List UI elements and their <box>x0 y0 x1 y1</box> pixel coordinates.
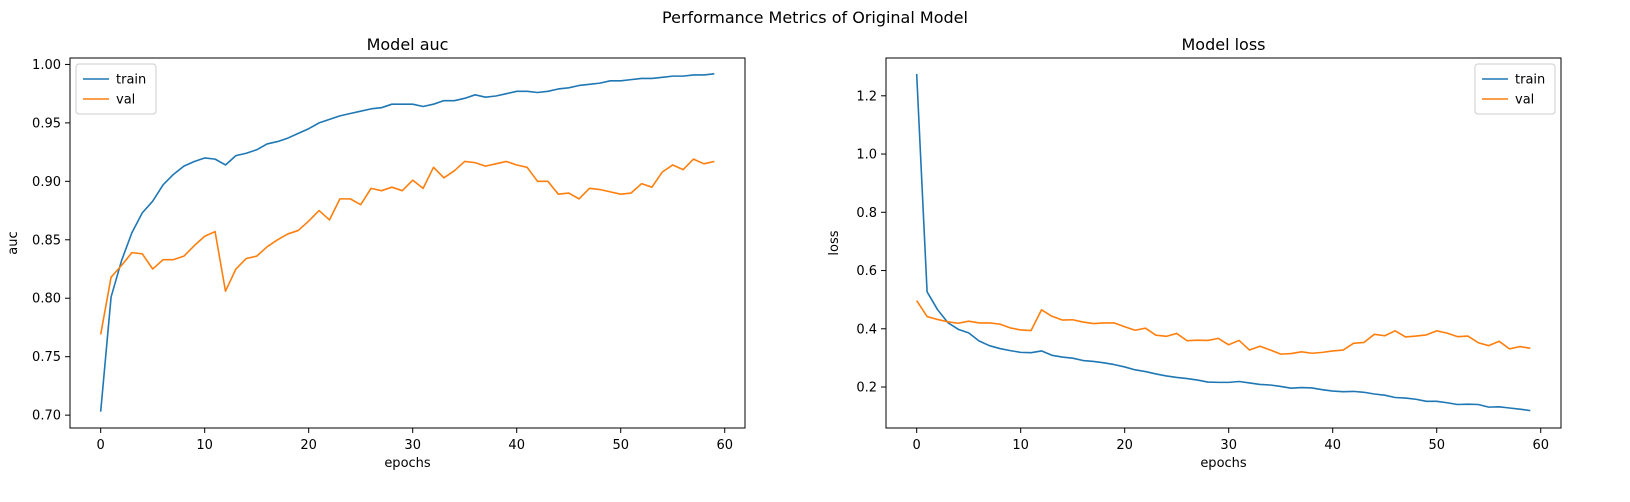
y-tick-label: 0.70 <box>32 409 61 424</box>
x-tick-label: 10 <box>196 438 213 453</box>
y-tick-label: 0.90 <box>32 175 61 190</box>
chart-panel-auc: Model auc 0 10 20 30 40 50 60 0.70 0.75 0.80 0.85 0.… <box>6 35 746 471</box>
y-tick-label: 0.95 <box>32 116 61 131</box>
x-tick-label: 40 <box>1324 438 1341 453</box>
y-tick-label: 0.85 <box>32 233 61 248</box>
y-tick-label: 0.2 <box>856 381 877 396</box>
y-tick-label: 0.8 <box>856 206 877 221</box>
series-line-train <box>915 73 1531 412</box>
x-tick-label: 0 <box>913 438 921 453</box>
legend-box <box>1474 63 1556 115</box>
series-line-val <box>99 158 715 335</box>
figure-suptitle: Performance Metrics of Original Model <box>662 8 968 27</box>
x-tick-label: 30 <box>1220 438 1237 453</box>
y-tick-label: 0.80 <box>32 292 61 307</box>
y-tick-label: 1.0 <box>856 148 877 163</box>
x-tick-label: 50 <box>1428 438 1445 453</box>
chart-title: Model auc <box>367 35 449 54</box>
x-axis-label: epochs <box>384 456 431 471</box>
series-line-val <box>916 300 1531 355</box>
y-axis-label: loss <box>827 230 842 255</box>
series-line-train <box>99 72 715 412</box>
x-tick-label: 60 <box>1532 438 1549 453</box>
x-axis-label: epochs <box>1200 456 1247 471</box>
legend-label-val: val <box>1515 93 1534 108</box>
legend: train val <box>75 63 157 115</box>
x-tick-label: 30 <box>404 438 421 453</box>
chart-panel-loss: Model loss 0 10 20 30 40 50 60 0.2 0.4 0.6 0.8 1.0 1.… <box>827 35 1562 471</box>
y-axis-label: auc <box>6 231 21 254</box>
x-tick-label: 60 <box>716 438 733 453</box>
y-tick-label: 0.6 <box>856 264 877 279</box>
x-tick-label: 40 <box>508 438 525 453</box>
legend-label-train: train <box>1515 73 1545 88</box>
y-tick-label: 0.75 <box>32 350 61 365</box>
x-tick-label: 50 <box>612 438 629 453</box>
legend-box <box>75 63 157 115</box>
y-tick-label: 1.2 <box>856 89 877 104</box>
x-tick-label: 10 <box>1012 438 1029 453</box>
legend-label-val: val <box>116 93 135 108</box>
legend-label-train: train <box>116 73 146 88</box>
y-tick-label: 1.00 <box>32 58 61 73</box>
x-tick-label: 20 <box>1116 438 1133 453</box>
plot-frame <box>69 57 746 429</box>
y-tick-label: 0.4 <box>856 322 877 337</box>
plot-frame <box>885 57 1562 429</box>
x-tick-label: 20 <box>300 438 317 453</box>
x-tick-label: 0 <box>97 438 105 453</box>
legend: train val <box>1474 63 1556 115</box>
chart-title: Model loss <box>1181 35 1265 54</box>
